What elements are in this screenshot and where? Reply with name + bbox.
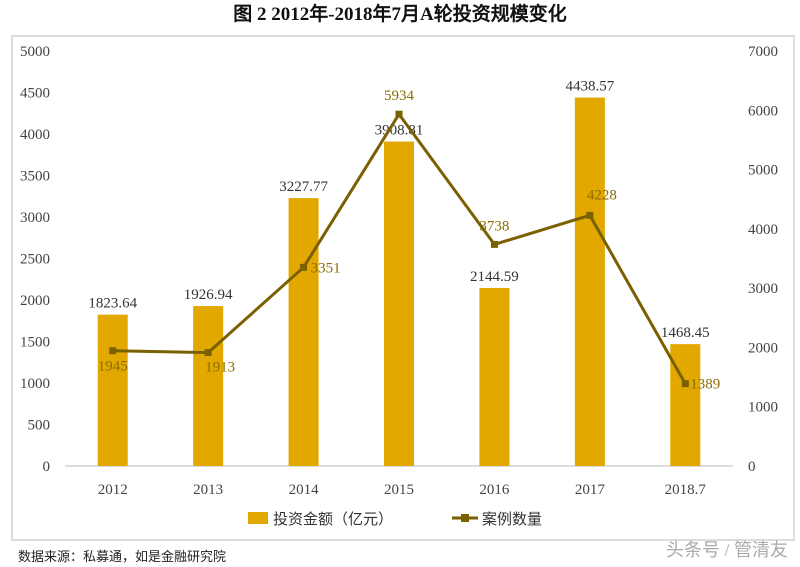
line-data-label: 5934 [384,88,415,104]
x-tick-label: 2016 [479,482,510,498]
right-tick-label: 3000 [748,281,778,297]
legend: 投资金额（亿元） 案例数量 [248,510,542,528]
line-data-label: 3738 [479,218,509,234]
x-tick-label: 2015 [384,482,414,498]
line-marker [681,380,689,388]
bar [574,97,605,466]
chart-frame [11,35,795,541]
legend-line-marker [461,514,469,522]
bar [479,287,510,466]
x-tick-label: 2018.7 [665,482,707,498]
x-tick-label: 2017 [575,482,606,498]
bar [288,198,319,466]
line-data-label: 1389 [690,377,720,393]
legend-line-label: 案例数量 [482,510,542,528]
bar [193,306,224,466]
bar-data-label: 1926.94 [184,287,233,303]
left-tick-label: 2000 [20,293,50,309]
left-tick-label: 2500 [20,252,50,268]
legend-bar-label: 投资金额（亿元） [273,511,393,528]
bar [384,141,414,466]
right-tick-label: 2000 [748,340,778,356]
left-tick-label: 1500 [20,335,50,351]
legend-bar-swatch [248,512,268,524]
line-marker [586,211,594,219]
left-tick-label: 0 [43,459,51,475]
bar-data-label: 2144.59 [470,269,519,285]
left-tick-label: 5000 [20,44,50,60]
right-tick-label: 5000 [748,163,778,179]
bar-data-label: 4438.57 [565,79,614,95]
chart-title: 图 2 2012年-2018年7月A轮投资规模变化 [233,2,567,25]
right-tick-label: 7000 [748,44,778,60]
bar-data-label: 1823.64 [88,296,137,312]
right-tick-label: 4000 [748,222,778,238]
left-tick-label: 3500 [20,169,50,185]
source-note: 数据来源：私募通，如是金融研究院 [18,549,226,564]
left-tick-label: 1000 [20,376,50,392]
line-data-label: 4228 [587,187,617,203]
line-marker [300,263,308,271]
line-marker [395,110,403,118]
line-data-label: 1913 [205,360,235,376]
x-tick-label: 2012 [98,482,128,498]
line-marker [490,240,498,248]
right-tick-label: 1000 [748,400,778,416]
left-tick-label: 4500 [20,86,50,102]
right-tick-label: 0 [748,459,756,475]
bar-data-label: 3227.77 [279,179,328,195]
right-tick-label: 6000 [748,103,778,119]
bar-data-label: 1468.45 [661,325,710,341]
left-tick-label: 500 [28,418,51,434]
line-data-label: 3351 [311,260,341,276]
line-marker [204,349,212,357]
line-data-label: 1945 [98,359,128,375]
watermark: 头条号 / 管清友 [666,540,788,560]
x-tick-label: 2014 [289,482,320,498]
left-tick-label: 3000 [20,210,50,226]
bar [97,314,128,466]
line-marker [109,347,117,355]
left-tick-label: 4000 [20,127,50,143]
x-tick-label: 2013 [193,482,223,498]
